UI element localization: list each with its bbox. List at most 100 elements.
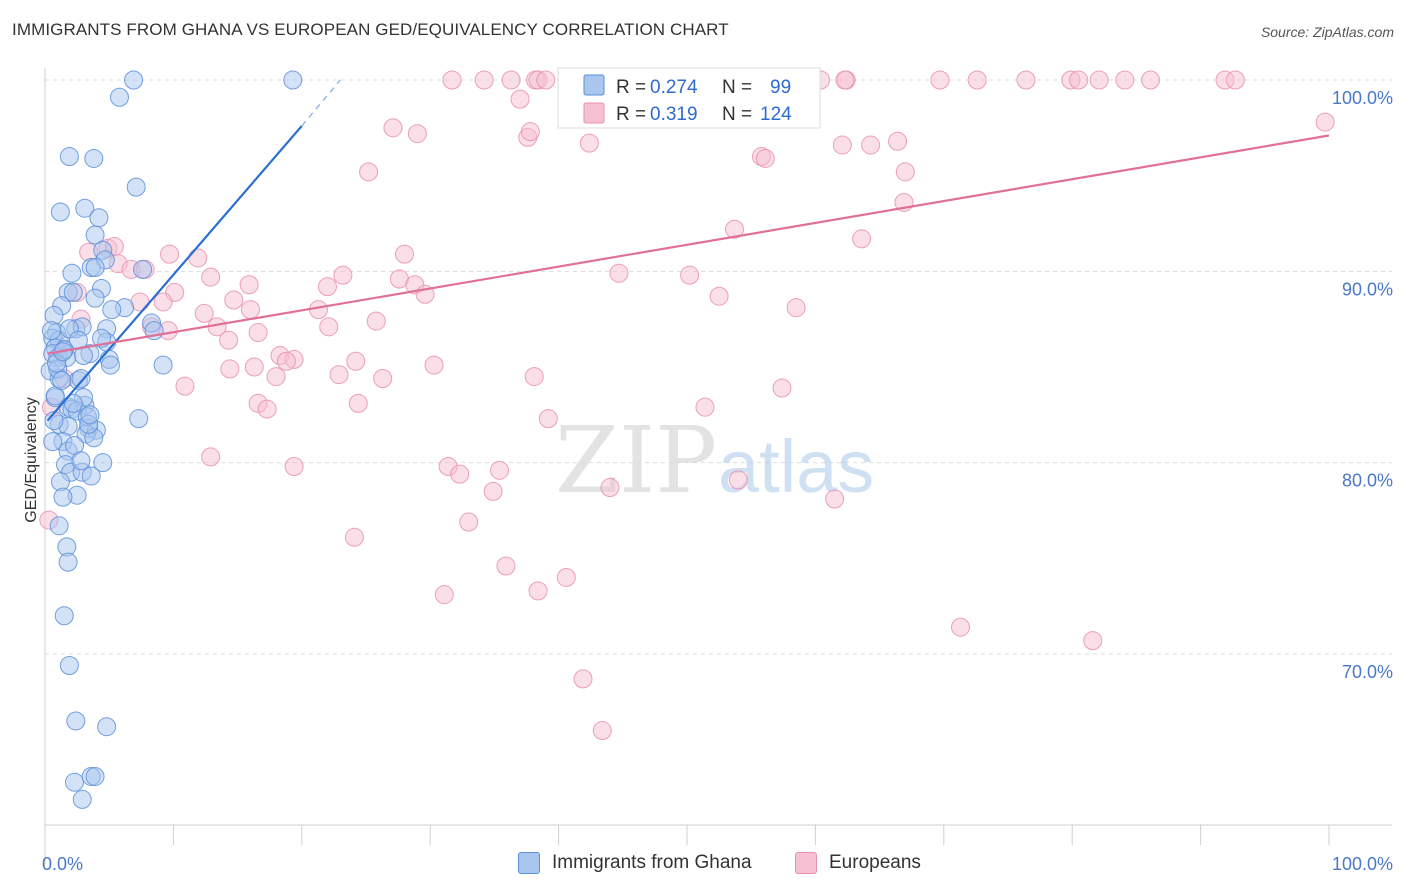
europeans-point [1315, 112, 1335, 132]
ghana-point [72, 789, 92, 809]
europeans-point [346, 351, 366, 371]
ghana-point [58, 552, 78, 572]
grid-lines [45, 79, 1392, 655]
ghana-point [59, 147, 79, 167]
legend-swatch-europeans [583, 102, 605, 124]
ghana-point [84, 148, 104, 168]
europeans-point [153, 292, 173, 312]
europeans-point [319, 317, 339, 337]
ghana-point [62, 263, 82, 283]
europeans-point [967, 70, 987, 90]
correlation-legend: R = 0.274 N = 99 R = 0.319 N = 124 [557, 67, 821, 129]
europeans-point [201, 267, 221, 287]
y-tick-label-90: 90.0% [1342, 279, 1393, 299]
ghana-point [71, 368, 91, 388]
europeans-point [194, 303, 214, 323]
ghana-point [89, 208, 109, 228]
europeans-point [573, 669, 593, 689]
ghana-point [85, 288, 105, 308]
europeans-point [1089, 70, 1109, 90]
europeans-point [266, 367, 286, 387]
europeans-point [407, 124, 427, 144]
ghana-point [85, 258, 105, 278]
europeans-point [852, 229, 872, 249]
ghana-point [54, 606, 74, 626]
ghana-point [102, 300, 122, 320]
europeans-point [600, 478, 620, 498]
trend-lines [46, 79, 1330, 422]
y-tick-label-80: 80.0% [1342, 471, 1393, 491]
ghana-point [93, 453, 113, 473]
y-tick-label-70: 70.0% [1342, 662, 1393, 682]
europeans-point [424, 355, 444, 375]
ghana-point [85, 225, 105, 245]
watermark-atlas: atlas [718, 425, 874, 508]
ghana-point [129, 409, 149, 429]
ghana-points [40, 70, 303, 809]
europeans-point [1141, 70, 1161, 90]
ghana-point [81, 466, 101, 486]
ghana-point [52, 370, 72, 390]
europeans-point [317, 277, 337, 297]
europeans-point [755, 148, 775, 168]
europeans-point [728, 470, 748, 490]
ghana-point [126, 177, 146, 197]
europeans-point [442, 70, 462, 90]
legend-label-ghana: Immigrants from Ghana [552, 852, 752, 873]
ghana-point [66, 711, 86, 731]
europeans-point [510, 89, 530, 109]
europeans-point [832, 135, 852, 155]
europeans-point [1016, 70, 1036, 90]
ghana-trend-line [46, 125, 303, 422]
europeans-point [680, 265, 700, 285]
europeans-point [490, 460, 510, 480]
europeans-point [930, 70, 950, 90]
ghana-point [100, 355, 120, 375]
europeans-point [434, 585, 454, 605]
axes [44, 68, 1392, 866]
europeans-point [538, 409, 558, 429]
legend-item-ghana: Immigrants from Ghana [518, 852, 752, 874]
x-tick-label-max: 100.0% [1332, 854, 1393, 874]
europeans-trend-line [47, 134, 1330, 355]
europeans-point [520, 122, 540, 142]
ghana-point [41, 321, 61, 341]
europeans-point [240, 300, 260, 320]
europeans-point [950, 617, 970, 637]
europeans-point [395, 244, 415, 264]
europeans-point [861, 135, 881, 155]
ghana-point [63, 393, 83, 413]
ghana-point [63, 282, 83, 302]
europeans-point [373, 368, 393, 388]
ghana-point [43, 432, 63, 452]
legend-item-europeans: Europeans [795, 852, 921, 874]
watermark: ZIP atlas [555, 407, 874, 514]
legend-label-europeans: Europeans [829, 852, 921, 873]
europeans-point [224, 290, 244, 310]
x-tick-label-min: 0.0% [42, 854, 83, 874]
europeans-point [501, 70, 521, 90]
europeans-point [579, 133, 599, 153]
europeans-point [528, 581, 548, 601]
ghana-point [133, 259, 153, 279]
ghana-point [75, 198, 95, 218]
europeans-point [825, 489, 845, 509]
europeans-point [175, 376, 195, 396]
ghana-point [283, 70, 303, 90]
europeans-point [248, 323, 268, 343]
chart-source: Source: ZipAtlas.com [1260, 24, 1394, 40]
europeans-point [450, 464, 470, 484]
legend-r-label-2: R = [616, 104, 646, 125]
europeans-point [459, 512, 479, 532]
europeans-point [276, 351, 296, 371]
europeans-point [786, 298, 806, 318]
ghana-point [97, 717, 117, 737]
europeans-point [348, 393, 368, 413]
ghana-trend-extension [301, 79, 341, 127]
europeans-point [333, 265, 353, 285]
y-tick-label-100: 100.0% [1332, 88, 1393, 108]
europeans-point [160, 244, 180, 264]
europeans-point [1083, 631, 1103, 651]
ghana-point [71, 451, 91, 471]
